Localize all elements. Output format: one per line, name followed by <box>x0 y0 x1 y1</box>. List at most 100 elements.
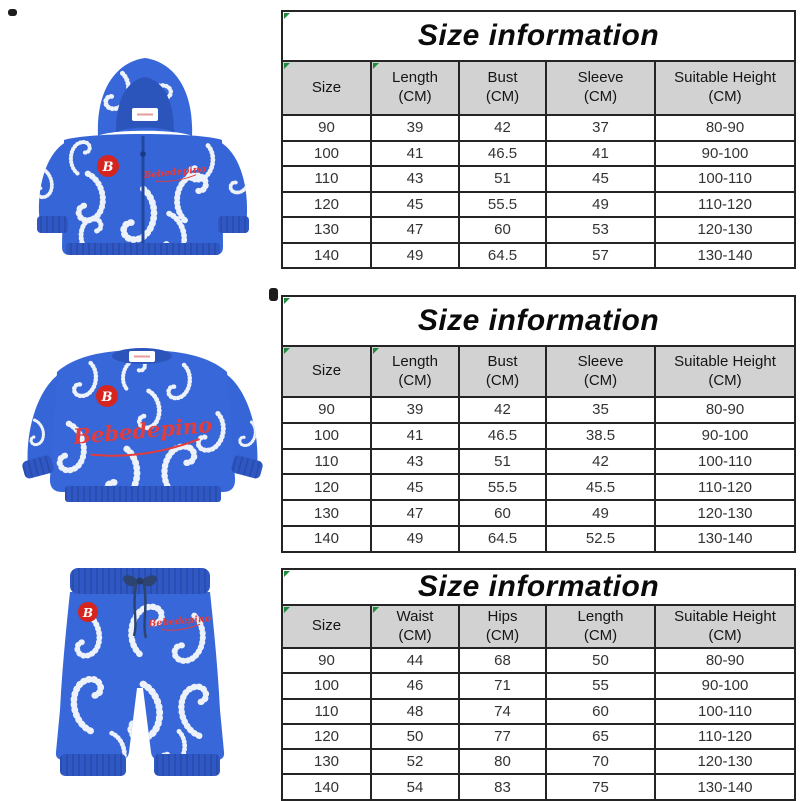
table-cell: 64.5 <box>458 524 547 553</box>
jacket-hood-opening <box>116 77 174 132</box>
size-table-sweatshirt: Size information Size Length (CM) Bust (CM… <box>281 295 796 553</box>
table-cell: 100 <box>281 672 372 700</box>
image-artifact <box>269 288 278 301</box>
pants-image: B Bebedepino <box>55 568 225 776</box>
table-cell: 120-130 <box>654 499 796 527</box>
table-cell: 37 <box>545 114 656 142</box>
table-cell: 64.5 <box>458 241 547 269</box>
table-row: 130 52 80 70 120-130 <box>281 748 796 776</box>
table-row: 120 50 77 65 110-120 <box>281 722 796 751</box>
table-cell: 130-140 <box>654 524 796 553</box>
table-cell: 55.5 <box>458 473 547 502</box>
table-cell: 110 <box>281 165 372 193</box>
table-cell: 140 <box>281 241 372 269</box>
table-cell: 48 <box>370 697 460 725</box>
table-row: 90 39 42 35 80-90 <box>281 396 796 424</box>
table-cell: 49 <box>370 524 460 553</box>
table-cell: 41 <box>370 421 460 450</box>
table-cell: 46.5 <box>458 421 547 450</box>
table-cell: 120 <box>281 190 372 218</box>
table-cell: 130-140 <box>654 241 796 269</box>
table-title-row: Size information <box>281 568 796 606</box>
table-cell: 90 <box>281 114 372 142</box>
table-row: 110 43 51 42 100-110 <box>281 447 796 476</box>
table-cell: 49 <box>370 241 460 269</box>
table-cell: 100-110 <box>654 447 796 476</box>
jacket-image: B Bebedepino <box>37 58 249 255</box>
column-header: Sleeve (CM) <box>545 60 656 116</box>
table-cell: 49 <box>545 499 656 527</box>
table-cell: 130 <box>281 216 372 244</box>
sweatshirt-cuff-right <box>231 455 263 479</box>
column-header: Length (CM) <box>370 60 460 116</box>
image-artifact <box>8 9 17 16</box>
table-cell: 100 <box>281 421 372 450</box>
table-cell: 57 <box>545 241 656 269</box>
table-cell: 80-90 <box>654 114 796 142</box>
badge-letter: B <box>102 160 114 175</box>
brand-logo-text: Bebedepino <box>147 613 212 631</box>
table-cell: 60 <box>545 697 656 725</box>
table-cell: 49 <box>545 190 656 218</box>
table-cell: 42 <box>458 114 547 142</box>
table-row: 100 41 46.5 38.5 90-100 <box>281 421 796 450</box>
table-cell: 41 <box>370 139 460 167</box>
table-row: 110 43 51 45 100-110 <box>281 165 796 193</box>
brand-badge: B <box>96 385 118 407</box>
table-cell: 120 <box>281 722 372 751</box>
table-cell: 60 <box>458 216 547 244</box>
table-cell: 39 <box>370 396 460 424</box>
column-header: Sleeve (CM) <box>545 345 656 398</box>
table-cell: 80 <box>458 748 547 776</box>
table-cell: 110 <box>281 447 372 476</box>
table-cell: 90 <box>281 396 372 424</box>
table-row: 90 39 42 37 80-90 <box>281 114 796 142</box>
badge-letter: B <box>82 606 93 620</box>
table-cell: 52.5 <box>545 524 656 553</box>
table-cell: 90-100 <box>654 139 796 167</box>
table-cell: 39 <box>370 114 460 142</box>
table-cell: 140 <box>281 773 372 801</box>
table-row: 100 41 46.5 41 90-100 <box>281 139 796 167</box>
table-cell: 120-130 <box>654 748 796 776</box>
table-cell: 45 <box>545 165 656 193</box>
table-cell: 43 <box>370 165 460 193</box>
table-cell: 55.5 <box>458 190 547 218</box>
table-cell: 100 <box>281 139 372 167</box>
table-body: 90 44 68 50 80-90 100 46 71 55 90-100 110 48 74 60 100… <box>281 646 796 801</box>
brand-logo-text: Bebedepino <box>142 164 207 182</box>
jacket-zipper-pull <box>140 151 146 157</box>
table-row: 130 47 60 53 120-130 <box>281 216 796 244</box>
table-cell: 110-120 <box>654 473 796 502</box>
table-cell: 51 <box>458 165 547 193</box>
table-cell: 71 <box>458 672 547 700</box>
table-cell: 100-110 <box>654 697 796 725</box>
table-header-row: Size Length (CM) Bust (CM) Sleeve (CM) Suita… <box>281 345 796 398</box>
table-body: 90 39 42 37 80-90 100 41 46.5 41 90-100 110 43 51 45 1… <box>281 114 796 269</box>
table-cell: 120 <box>281 473 372 502</box>
sweatshirt-cuff-left <box>22 455 54 479</box>
table-row: 140 49 64.5 57 130-140 <box>281 241 796 269</box>
table-row: 110 48 74 60 100-110 <box>281 697 796 725</box>
table-cell: 130-140 <box>654 773 796 801</box>
brand-badge: B <box>78 602 98 622</box>
table-cell: 55 <box>545 672 656 700</box>
table-cell: 65 <box>545 722 656 751</box>
table-header-row: Size Waist (CM) Hips (CM) Length (CM) Suitab… <box>281 604 796 649</box>
table-cell: 46 <box>370 672 460 700</box>
column-header: Bust (CM) <box>458 60 547 116</box>
column-header: Suitable Height (CM) <box>654 604 796 649</box>
table-row: 120 45 55.5 45.5 110-120 <box>281 473 796 502</box>
column-header: Size <box>281 604 372 649</box>
table-cell: 45 <box>370 190 460 218</box>
column-header: Size <box>281 345 372 398</box>
table-cell: 53 <box>545 216 656 244</box>
table-cell: 54 <box>370 773 460 801</box>
table-cell: 90-100 <box>654 421 796 450</box>
sweatshirt-image: B Bebedepino <box>22 348 263 502</box>
column-header: Waist (CM) <box>370 604 460 649</box>
table-cell: 45.5 <box>545 473 656 502</box>
table-cell: 52 <box>370 748 460 776</box>
table-cell: 68 <box>458 646 547 675</box>
table-row: 140 54 83 75 130-140 <box>281 773 796 801</box>
